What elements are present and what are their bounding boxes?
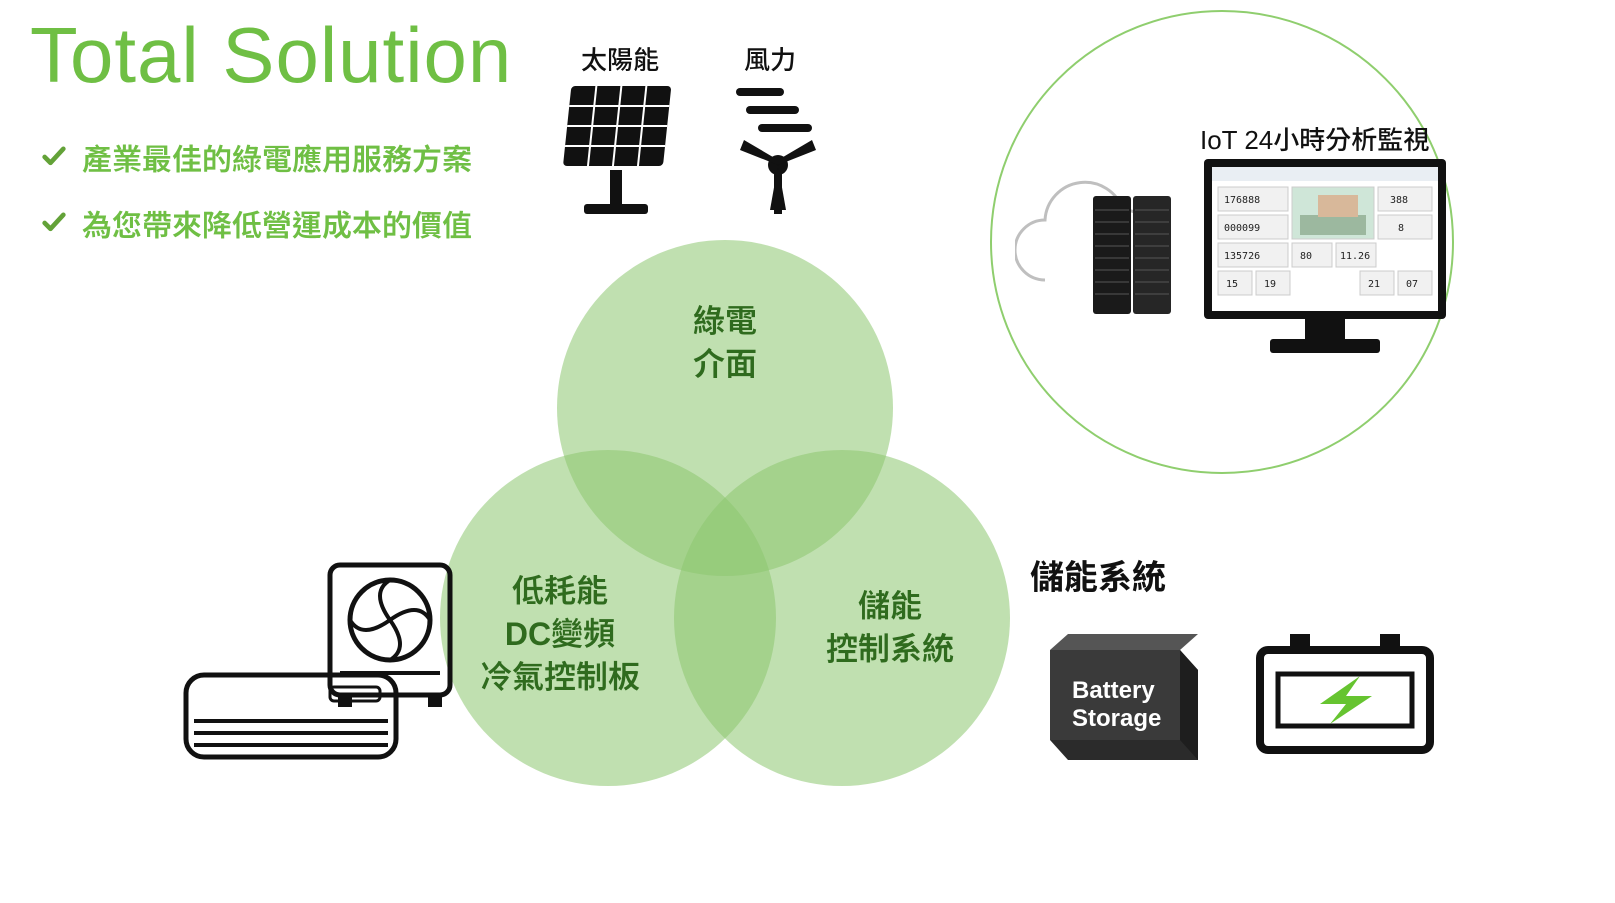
venn-label-bottom-right: 儲能 控制系統 [740, 585, 1040, 671]
readout: 11.26 [1340, 251, 1370, 262]
readout: 80 [1300, 251, 1312, 262]
wind-turbine-icon [720, 80, 840, 220]
storage-title: 儲能系統 [1030, 550, 1166, 599]
battery-box-line2: Storage [1072, 705, 1161, 732]
battery-box-line1: Battery [1072, 677, 1155, 704]
wind-label: 風力 [710, 40, 830, 77]
bullet-item: 產業最佳的綠電應用服務方案 [40, 135, 472, 179]
readout: 8 [1398, 223, 1404, 234]
iot-title: IoT 24小時分析監視 [1200, 120, 1429, 157]
cloud-server-icon [1015, 170, 1195, 330]
bullet-item: 為您帶來降低營運成本的價值 [40, 201, 472, 245]
venn-diagram: 綠電 介面 低耗能 DC變頻 冷氣控制板 儲能 控制系統 [440, 240, 1010, 810]
readout: 19 [1264, 279, 1276, 290]
readout: 135726 [1224, 251, 1260, 262]
battery-storage-box-icon: Battery Storage [1030, 620, 1210, 770]
bullet-list: 產業最佳的綠電應用服務方案 為您帶來降低營運成本的價值 [40, 135, 472, 267]
monitor-dashboard-icon: 176888 388 000099 8 135726 80 11.26 15 1… [1200, 155, 1450, 365]
bullet-text: 為您帶來降低營運成本的價值 [82, 201, 472, 245]
air-conditioner-icon [180, 555, 460, 785]
readout: 176888 [1224, 195, 1260, 206]
readout: 388 [1390, 195, 1408, 206]
readout: 21 [1368, 279, 1380, 290]
solar-label: 太陽能 [560, 40, 680, 77]
check-icon [40, 209, 68, 237]
readout: 07 [1406, 279, 1418, 290]
bullet-text: 產業最佳的綠電應用服務方案 [82, 135, 472, 179]
page-title: Total Solution [30, 10, 512, 101]
readout: 000099 [1224, 223, 1260, 234]
readout: 15 [1226, 279, 1238, 290]
check-icon [40, 143, 68, 171]
battery-bolt-icon [1250, 620, 1450, 770]
venn-label-top: 綠電 介面 [557, 300, 893, 386]
solar-panel-icon [550, 80, 680, 220]
